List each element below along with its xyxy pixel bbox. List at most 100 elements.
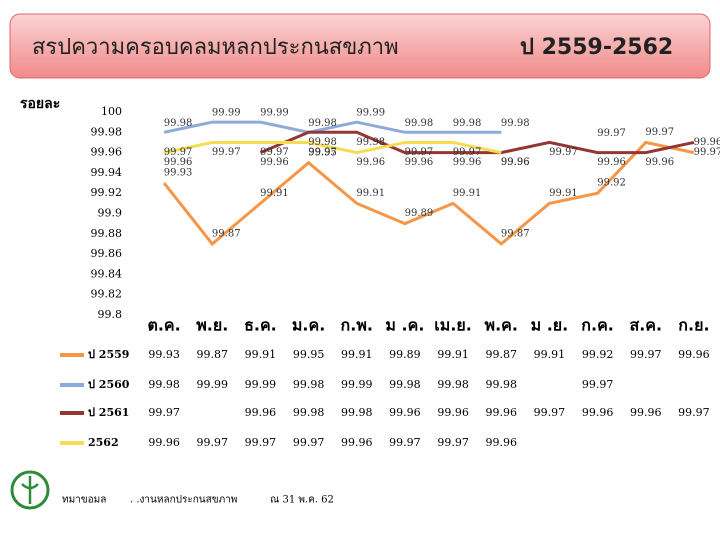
table-cell: 99.96 (245, 406, 277, 419)
data-label: 99.97 (549, 147, 578, 158)
table-cell: 99.97 (389, 436, 421, 449)
data-label: 99.97 (694, 147, 720, 158)
table-cell: 99.96 (582, 406, 614, 419)
legend-label: ป 2560 (88, 378, 130, 391)
data-label: 99.98 (308, 118, 337, 129)
x-tick-label: ม.ค. (292, 316, 325, 335)
table-cell: 99.97 (245, 436, 277, 449)
data-label: 99.96 (164, 157, 193, 168)
data-label: 99.96 (260, 157, 289, 168)
table-cell: 99.97 (197, 436, 229, 449)
data-label: 99.97 (308, 147, 337, 158)
data-label: 99.91 (453, 188, 482, 199)
y-tick-label: 99.82 (91, 288, 123, 301)
y-tick-label: 99.8 (98, 308, 123, 321)
table-cell: 99.91 (341, 348, 373, 361)
footer-text: ณ 31 พ.ค. 62 (270, 495, 334, 506)
data-label: 99.91 (549, 188, 578, 199)
y-tick-label: 99.9 (98, 207, 123, 220)
y-tick-label: 99.86 (91, 247, 123, 260)
y-axis-label: รอยละ (20, 96, 60, 112)
table-cell: 99.98 (148, 378, 180, 391)
table-cell: 99.96 (486, 406, 518, 419)
x-tick-label: ก.พ. (341, 316, 373, 335)
table-cell: 99.91 (534, 348, 566, 361)
x-tick-label: ส.ค. (629, 316, 662, 335)
legend-label: ป 2561 (88, 406, 129, 419)
data-label: 99.95 (308, 147, 337, 158)
series-line (162, 140, 695, 247)
logo-mark (21, 476, 39, 504)
table-cell: 99.98 (293, 378, 325, 391)
table-cell: 99.97 (293, 436, 325, 449)
footer-text: . .งานหลกประกนสขภาพ (130, 495, 237, 506)
data-label: 99.97 (212, 147, 241, 158)
x-tick-label: พ.ค. (485, 316, 518, 335)
data-label: 99.92 (597, 178, 626, 189)
data-label: 99.96 (645, 157, 674, 168)
data-label: 99.96 (501, 157, 530, 168)
data-label: 99.97 (453, 147, 482, 158)
data-label: 99.99 (212, 108, 241, 119)
table-cell: 99.96 (630, 406, 662, 419)
table-cell: 99.98 (293, 406, 325, 419)
data-label: 99.89 (405, 208, 434, 219)
data-label: 99.96 (356, 157, 385, 168)
y-tick-label: 99.88 (91, 227, 123, 240)
data-label: 99.98 (453, 118, 482, 129)
x-tick-label: เม.ย. (434, 316, 472, 335)
data-label: 99.91 (260, 188, 289, 199)
x-tick-label: ต.ค. (147, 316, 180, 335)
table-cell: 99.98 (341, 406, 373, 419)
data-label: 99.93 (164, 168, 193, 179)
footer-text: ทมาขอมล (62, 495, 106, 506)
y-tick-label: 99.94 (91, 166, 123, 179)
data-label: 99.97 (405, 147, 434, 158)
data-label: 99.91 (356, 188, 385, 199)
y-tick-label: 99.92 (91, 186, 123, 199)
table-cell: 99.96 (678, 348, 710, 361)
chart-subtitle: ป 2559-2562 (520, 35, 673, 60)
data-label: 99.98 (405, 118, 434, 129)
table-cell: 99.95 (293, 348, 325, 361)
data-label: 99.97 (260, 147, 289, 158)
table-cell: 99.91 (437, 348, 469, 361)
x-tick-label: ก.ค. (581, 316, 614, 335)
data-label: 99.96 (501, 157, 530, 168)
data-label: 99.96 (405, 157, 434, 168)
table-cell: 99.92 (582, 348, 614, 361)
table-cell: 99.97 (678, 406, 710, 419)
table-cell: 99.97 (534, 406, 566, 419)
data-label: 99.87 (501, 228, 530, 239)
data-label: 99.99 (260, 108, 289, 119)
table-cell: 99.97 (630, 348, 662, 361)
table-cell: 99.99 (197, 378, 229, 391)
y-tick-label: 100 (101, 105, 122, 118)
table-cell: 99.97 (148, 406, 180, 419)
data-label: 99.98 (356, 137, 385, 148)
data-label: 99.97 (645, 127, 674, 138)
data-label: 99.98 (308, 137, 337, 148)
table-cell: 99.89 (389, 348, 421, 361)
chart-title: สรปความครอบคลมหลกประกนสขภาพ (32, 35, 399, 60)
table-cell: 99.98 (486, 378, 518, 391)
table-cell: 99.98 (437, 378, 469, 391)
table-cell: 99.98 (389, 378, 421, 391)
series-line (259, 130, 695, 155)
table-cell: 99.96 (389, 406, 421, 419)
table-cell: 99.97 (437, 436, 469, 449)
data-label: 99.96 (597, 157, 626, 168)
x-tick-label: ม .ค. (385, 316, 424, 335)
data-label: 99.87 (212, 228, 241, 239)
title-banner (9, 13, 711, 79)
series-line (163, 140, 502, 155)
table-cell: 99.96 (148, 436, 180, 449)
x-tick-label: ธ.ค. (244, 316, 277, 335)
x-tick-label: ม .ย. (531, 316, 569, 335)
data-label: 99.96 (694, 137, 720, 148)
table-cell: 99.96 (437, 406, 469, 419)
y-tick-label: 99.84 (91, 267, 123, 280)
table-cell: 99.96 (341, 436, 373, 449)
table-cell: 99.97 (582, 378, 614, 391)
